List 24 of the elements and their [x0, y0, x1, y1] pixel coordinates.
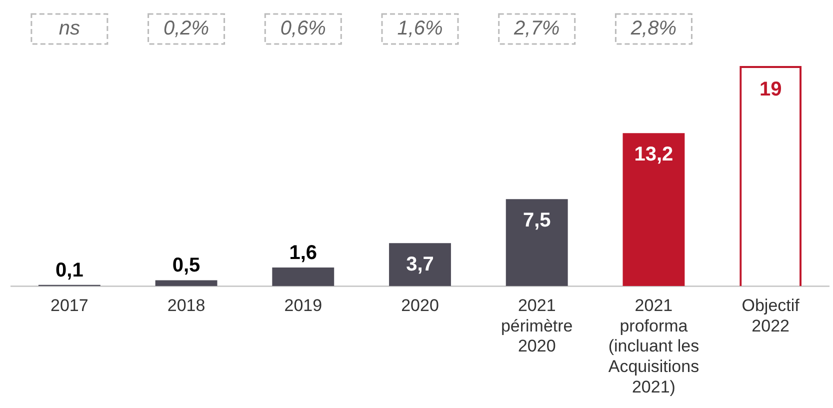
data-label: 0,1 [56, 259, 84, 282]
bar [272, 267, 334, 286]
data-label: 0,5 [172, 254, 200, 277]
x-tick-label: 2018 [167, 296, 206, 315]
text: 0,6% [280, 18, 326, 40]
text: 0,2% [163, 18, 210, 40]
data-label: 3,7 [406, 254, 434, 276]
x-tick-label: 2017 [50, 296, 88, 315]
bar [389, 243, 451, 286]
text: ns [58, 18, 80, 40]
x-tick-label: Objectif 2022 [742, 296, 800, 336]
data-label: 7,5 [522, 210, 551, 232]
text: 2,8% [630, 18, 677, 40]
data-label: 19 [759, 78, 782, 101]
data-label: 1,6 [289, 242, 318, 264]
x-tick-label: 2019 [284, 296, 322, 315]
data-label: 13,2 [634, 144, 674, 166]
text: 1,6% [397, 18, 443, 40]
x-tick-label: 2021 proforma (incluant les Acquisitions 2021) [608, 296, 700, 396]
bar [506, 199, 568, 286]
x-tick-label: 2020 [401, 296, 439, 315]
text: 2,7% [513, 18, 560, 40]
x-tick-label: 2021 périmètre 2020 [500, 296, 573, 356]
bar [155, 280, 218, 286]
